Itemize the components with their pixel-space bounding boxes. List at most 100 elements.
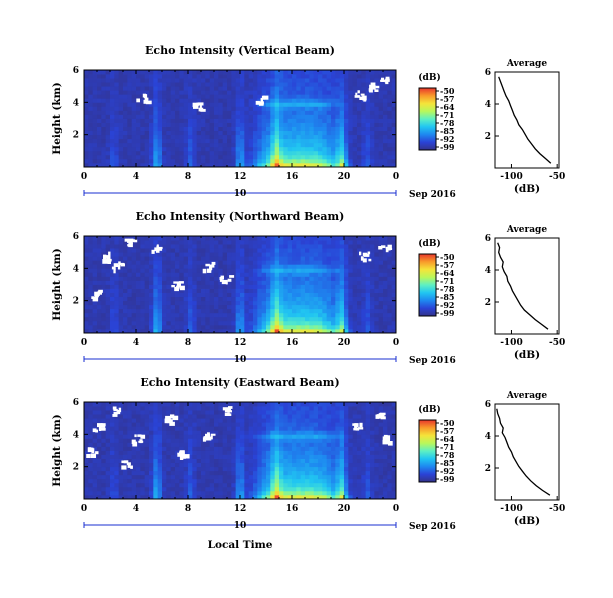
- heatmap-cell: [227, 118, 232, 123]
- heatmap-cell: [283, 284, 289, 289]
- heatmap-cell: [374, 102, 380, 107]
- heatmap-cell: [235, 272, 241, 277]
- heatmap-cell: [170, 438, 176, 443]
- heatmap-cell: [205, 458, 211, 464]
- heatmap-cell: [222, 236, 228, 241]
- heatmap-cell: [313, 94, 319, 99]
- heatmap-cell: [283, 106, 289, 111]
- heatmap-cell: [92, 248, 98, 253]
- heatmap-cell: [201, 316, 206, 322]
- heatmap-cell: [88, 276, 94, 281]
- heatmap-cell: [166, 324, 172, 330]
- heatmap-cell: [88, 304, 94, 310]
- heatmap-cell: [188, 328, 193, 334]
- heatmap-cell: [84, 482, 89, 488]
- heatmap-cell: [170, 474, 176, 480]
- heatmap-cell: [292, 300, 297, 306]
- heatmap-cell: [374, 134, 380, 140]
- heatmap-cell: [123, 320, 128, 326]
- heatmap-cell: [157, 462, 163, 468]
- heatmap-cell: [378, 86, 384, 91]
- heatmap-cell: [144, 86, 150, 91]
- heatmap-cell: [114, 102, 120, 107]
- heatmap-cell: [309, 276, 315, 281]
- heatmap-cell: [274, 426, 280, 431]
- heatmap-cell: [331, 236, 336, 241]
- heatmap-cell: [205, 292, 211, 298]
- heatmap-cell: [253, 252, 258, 257]
- heatmap-cell: [339, 272, 345, 277]
- heatmap-cell: [192, 450, 198, 455]
- heatmap-cell: [101, 474, 107, 480]
- heatmap-cell: [140, 486, 146, 492]
- heatmap-cell: [162, 450, 167, 455]
- heatmap-cell: [205, 300, 211, 306]
- heatmap-cell: [166, 276, 172, 281]
- heatmap-cell: [175, 114, 180, 119]
- heatmap-cell: [214, 300, 219, 306]
- heatmap-cell: [261, 426, 267, 431]
- heatmap-cell: [318, 308, 323, 314]
- heatmap-cell: [261, 236, 267, 241]
- heatmap-cell: [261, 316, 267, 322]
- heatmap-cell: [235, 280, 241, 285]
- heatmap-cell: [157, 74, 163, 79]
- heatmap-cell: [183, 256, 189, 261]
- missing-data-patch: [146, 100, 151, 104]
- heatmap-cell: [305, 98, 310, 103]
- x-tick-label: 12: [234, 172, 247, 182]
- heatmap-cell: [344, 256, 349, 261]
- heatmap-cell: [231, 324, 237, 330]
- heatmap-cell: [101, 462, 107, 468]
- heatmap-cell: [144, 486, 150, 492]
- heatmap-cell: [118, 324, 124, 330]
- heatmap-cell: [222, 418, 228, 423]
- heatmap-cell: [292, 260, 297, 265]
- heatmap-cell: [287, 90, 293, 95]
- heatmap-cell: [101, 114, 107, 119]
- heatmap-cell: [374, 304, 380, 310]
- heatmap-cell: [149, 478, 154, 484]
- heatmap-cell: [196, 98, 202, 103]
- heatmap-cell: [248, 458, 254, 464]
- heatmap-cell: [201, 118, 206, 123]
- heatmap-cell: [209, 458, 215, 464]
- heatmap-cell: [183, 446, 189, 451]
- heatmap-cell: [149, 162, 154, 168]
- heatmap-cell: [305, 110, 310, 115]
- heatmap-cell: [209, 86, 215, 91]
- colorbar-tick-label: -78: [440, 284, 455, 294]
- heatmap-cell: [222, 324, 228, 330]
- heatmap-cell: [179, 442, 185, 447]
- heatmap-cell: [131, 142, 137, 148]
- heatmap-cell: [196, 490, 202, 496]
- heatmap-cell: [348, 268, 354, 273]
- heatmap-cell: [149, 442, 154, 447]
- heatmap-cell: [326, 106, 332, 111]
- heatmap-cell: [261, 272, 267, 277]
- heatmap-cell: [335, 70, 341, 75]
- heatmap-cell: [88, 102, 94, 107]
- heatmap-cell: [292, 478, 297, 484]
- heatmap-cell: [196, 280, 202, 285]
- heatmap-cell: [292, 78, 297, 83]
- heatmap-cell: [105, 154, 111, 160]
- heatmap-cell: [365, 90, 371, 95]
- x-tick-label: 8: [185, 338, 191, 348]
- heatmap-cell: [153, 466, 159, 472]
- heatmap-cell: [235, 102, 241, 107]
- heatmap-cell: [97, 450, 102, 455]
- heatmap-cell: [235, 114, 241, 119]
- heatmap-cell: [196, 414, 202, 419]
- heatmap-cell: [140, 142, 146, 148]
- heatmap-cell: [162, 78, 167, 83]
- heatmap-cell: [339, 70, 345, 75]
- heatmap-cell: [175, 256, 180, 261]
- heatmap-cell: [127, 70, 133, 75]
- heatmap-cell: [97, 328, 102, 334]
- heatmap-cell: [322, 328, 328, 334]
- heatmap-cell: [370, 244, 375, 249]
- heatmap-cell: [196, 138, 202, 144]
- heatmap-cell: [253, 162, 258, 168]
- heatmap-cell: [309, 304, 315, 310]
